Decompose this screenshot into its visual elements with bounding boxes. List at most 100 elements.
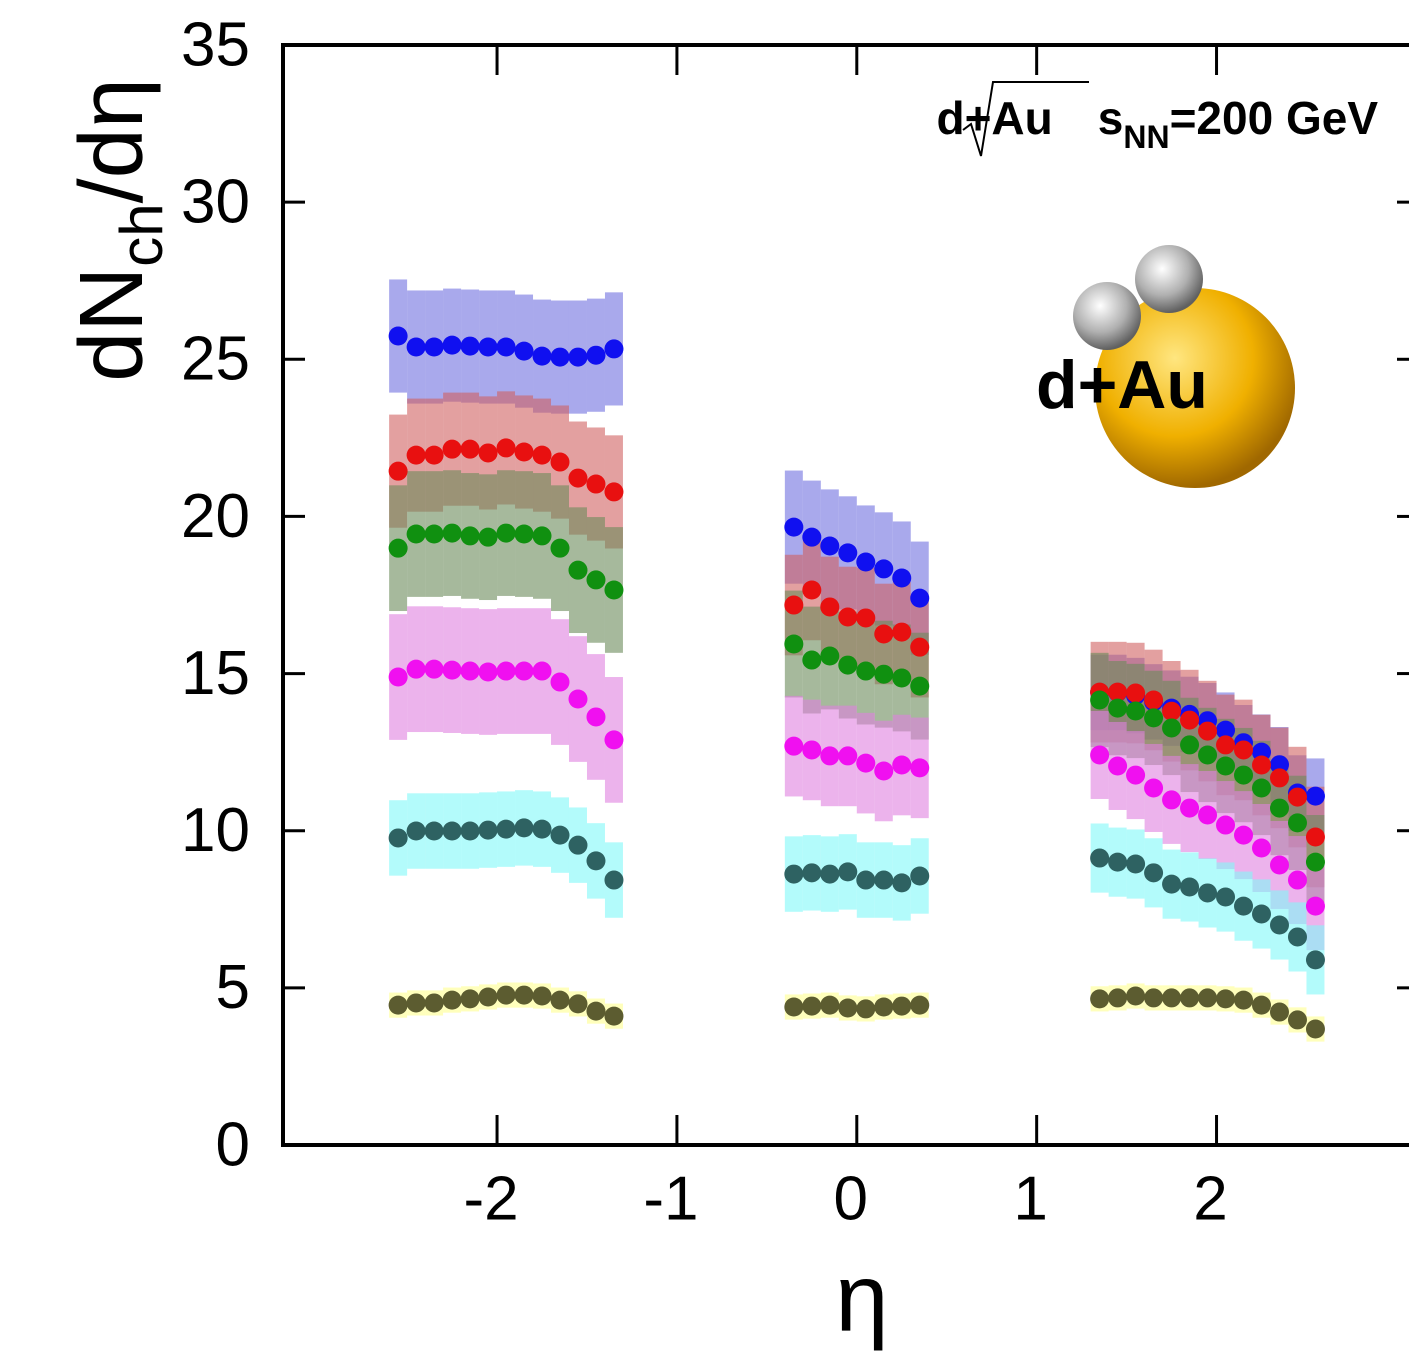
x-axis-label: η: [835, 1244, 888, 1351]
data-point: [1162, 988, 1182, 1008]
data-point: [820, 864, 840, 884]
data-point: [568, 994, 588, 1014]
data-point: [1252, 755, 1272, 775]
data-point: [478, 987, 498, 1007]
data-point: [892, 755, 912, 775]
data-point: [1162, 701, 1182, 721]
data-point: [586, 851, 606, 871]
data-point: [532, 526, 552, 546]
data-point: [1252, 838, 1272, 858]
axes: 0 5 10 15 20 25 30 35 -2 -1 0 1 2: [181, 10, 1409, 1233]
data-point: [568, 468, 588, 488]
data-point: [388, 667, 408, 687]
nucleon: [1135, 245, 1203, 313]
data-point: [820, 597, 840, 617]
data-point: [1269, 855, 1289, 875]
data-point: [388, 461, 408, 481]
data-point: [802, 740, 822, 760]
data-point: [856, 999, 876, 1019]
data-point: [892, 568, 912, 588]
data-point: [532, 986, 552, 1006]
data-point: [478, 443, 498, 463]
data-point: [388, 538, 408, 558]
data-point: [1198, 721, 1218, 741]
data-point: [802, 580, 822, 600]
data-point: [1216, 887, 1236, 907]
data-point: [874, 997, 894, 1017]
data-point: [856, 608, 876, 628]
annotation: d+Au sNN=200 GeV: [936, 92, 1378, 155]
annotation-s: s: [1098, 92, 1124, 144]
y-label-sub: ch: [108, 203, 175, 266]
data-point: [784, 595, 804, 615]
data-point: [838, 746, 858, 766]
data-point: [1198, 745, 1218, 765]
data-point: [1287, 1010, 1307, 1030]
data-point: [1269, 768, 1289, 788]
x-tick-label: 1: [1013, 1164, 1047, 1233]
annotation-system: d+Au: [936, 92, 1052, 144]
y-tick-label: 20: [181, 482, 250, 551]
data-point: [460, 821, 480, 841]
data-point: [1305, 827, 1325, 847]
data-point: [424, 445, 444, 465]
data-point: [892, 873, 912, 893]
data-point: [424, 337, 444, 357]
icon-label: d+Au: [1036, 347, 1208, 423]
data-point: [406, 445, 426, 465]
data-point: [1287, 927, 1307, 947]
data-point: [820, 995, 840, 1015]
y-tick-label: 30: [181, 168, 250, 237]
data-point: [784, 864, 804, 884]
data-point: [496, 438, 516, 458]
data-point: [460, 989, 480, 1009]
data-point: [784, 997, 804, 1017]
data-point: [604, 580, 624, 600]
data-point: [1234, 825, 1254, 845]
data-point: [550, 452, 570, 472]
data-point: [550, 538, 570, 558]
data-point: [1269, 798, 1289, 818]
data-point: [532, 661, 552, 681]
data-point: [1252, 778, 1272, 798]
data-point: [892, 622, 912, 642]
data-point: [1090, 745, 1110, 765]
data-point: [856, 753, 876, 773]
data-point: [424, 821, 444, 841]
data-point: [460, 661, 480, 681]
data-point: [1180, 798, 1200, 818]
annotation-energy: =200 GeV: [1170, 92, 1379, 144]
data-point: [406, 524, 426, 544]
data-point: [1305, 786, 1325, 806]
icon: d+Au: [1036, 245, 1295, 488]
data-point: [586, 345, 606, 365]
data-point: [1269, 755, 1289, 775]
y-tick-label: 15: [181, 639, 250, 708]
data-point: [1287, 787, 1307, 807]
data-point: [514, 442, 534, 462]
x-tick-label: -2: [463, 1164, 518, 1233]
y-tick-label: 35: [181, 10, 250, 79]
data-point: [1216, 735, 1236, 755]
data-point: [1144, 708, 1164, 728]
data-point: [1126, 986, 1146, 1006]
data-point: [1144, 690, 1164, 710]
data-point: [1180, 877, 1200, 897]
data-point: [856, 870, 876, 890]
data-point: [460, 336, 480, 356]
data-point: [1144, 988, 1164, 1008]
data-point: [856, 552, 876, 572]
data-point: [838, 862, 858, 882]
data-point: [442, 660, 462, 680]
data-point: [568, 347, 588, 367]
data-point: [604, 730, 624, 750]
data-point: [514, 818, 534, 838]
data-point: [1108, 852, 1128, 872]
data-point: [1144, 778, 1164, 798]
data-point: [1305, 896, 1325, 916]
y-axis-label: dNch/dη: [62, 78, 175, 382]
data-point: [820, 536, 840, 556]
data-point: [496, 661, 516, 681]
data-point: [910, 588, 930, 608]
data-point: [1162, 874, 1182, 894]
